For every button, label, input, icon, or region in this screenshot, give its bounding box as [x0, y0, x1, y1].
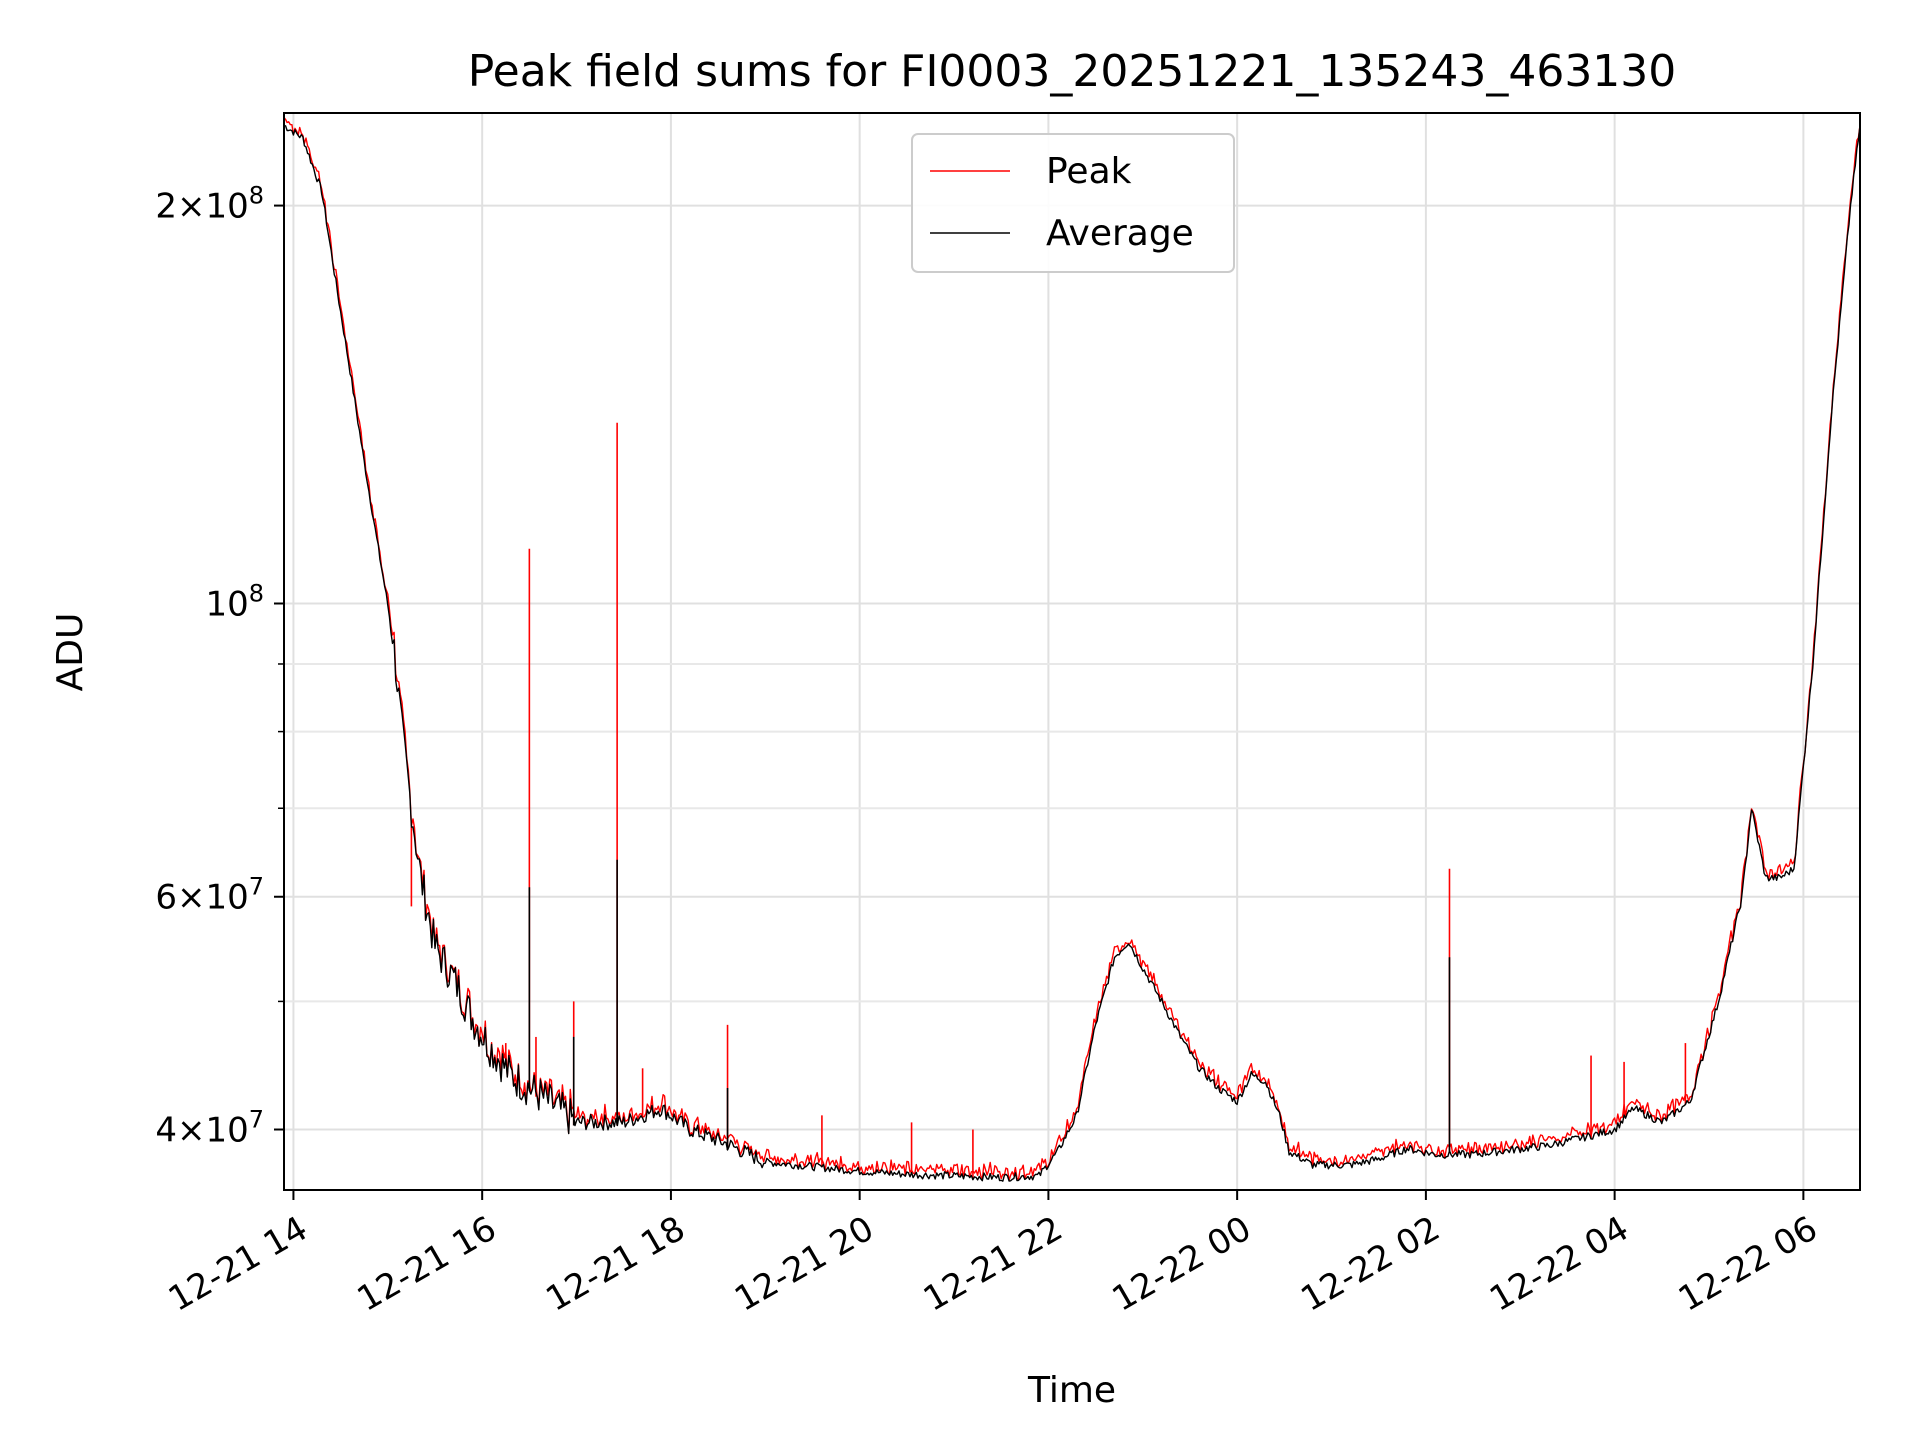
- grid-layer: [284, 113, 1860, 1190]
- x-axis-label: Time: [1027, 1370, 1116, 1411]
- y-tick-label: 108: [205, 579, 264, 624]
- chart-title: Peak field sums for FI0003_20251221_1352…: [468, 46, 1677, 97]
- legend-label-average: Average: [1046, 213, 1194, 254]
- plot-frame: [283, 112, 1861, 1191]
- y-tick-label: 4×107: [155, 1106, 264, 1151]
- series-peak-line: [283, 116, 1861, 1182]
- series-average-line: [283, 124, 1861, 1182]
- legend: Peak Average: [911, 133, 1235, 273]
- y-tick-label: 6×107: [155, 873, 264, 918]
- y-tick-label: 2×108: [155, 182, 264, 227]
- series-layer: [283, 116, 1861, 1182]
- y-axis-label: ADU: [50, 613, 91, 692]
- legend-box: [911, 133, 1235, 273]
- legend-label-peak: Peak: [1046, 151, 1132, 192]
